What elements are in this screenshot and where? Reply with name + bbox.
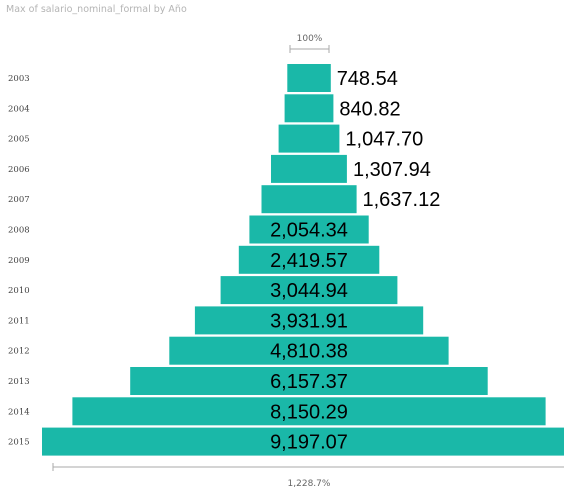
bottom-reference-marker: 1,228.7% [52,463,564,489]
bar-2014[interactable] [72,397,546,426]
bar-2006[interactable] [271,154,347,183]
value-label-2012: 4,810.38 [270,341,348,363]
category-label-2014: 2014 [8,407,30,417]
category-label-2005: 2005 [8,135,30,145]
bar-2005[interactable] [278,124,340,153]
bar-2011[interactable] [194,306,424,335]
bar-2004[interactable] [284,94,334,123]
category-label-2013: 2013 [8,377,30,387]
value-label-2006: 1,307.94 [353,159,431,181]
bar-2003[interactable] [287,64,331,92]
bar-2010[interactable] [220,276,398,305]
category-label-2003: 2003 [8,74,30,84]
value-label-2009: 2,419.57 [270,250,348,272]
category-label-2015: 2015 [8,438,30,448]
value-label-2011: 3,931.91 [270,310,348,332]
bar-2009[interactable] [238,245,380,274]
bar-2013[interactable] [130,367,488,395]
bar-2008[interactable] [249,215,369,244]
bar-2007[interactable] [261,185,357,214]
value-label-2010: 3,044.94 [270,280,348,302]
category-label-2008: 2008 [8,226,30,236]
top-reference-label: 100% [297,34,323,44]
category-label-2007: 2007 [8,195,30,205]
value-label-2013: 6,157.37 [270,371,348,393]
category-label-2010: 2010 [8,286,30,296]
value-label-2015: 9,197.07 [270,432,348,454]
value-label-2003: 748.54 [337,68,398,90]
category-label-2006: 2006 [8,165,30,175]
bottom-reference-label: 1,228.7% [288,479,331,489]
chart-title: Max of salario_nominal_formal by Año [6,4,187,15]
top-reference-marker: 100% [289,34,330,53]
category-label-2004: 2004 [8,104,30,114]
category-label-2011: 2011 [8,316,30,326]
value-label-2005: 1,047.70 [345,129,423,151]
bar-2015[interactable] [42,427,564,456]
bar-2012[interactable] [169,336,449,365]
category-label-2012: 2012 [8,347,30,357]
category-label-2009: 2009 [8,256,30,266]
value-label-2007: 1,637.12 [363,189,441,211]
value-label-2008: 2,054.34 [270,220,348,242]
value-label-2014: 8,150.29 [270,401,348,423]
value-label-2004: 840.82 [339,98,400,120]
